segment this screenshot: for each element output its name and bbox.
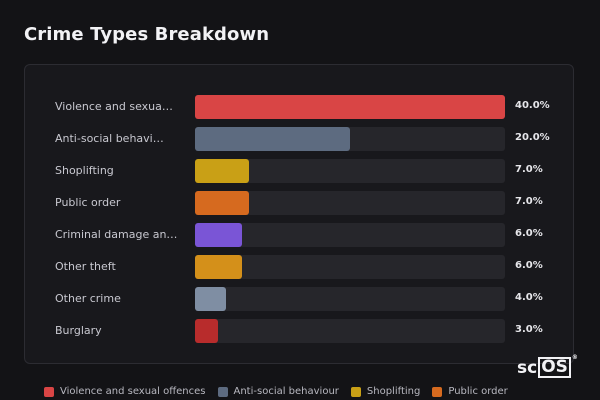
bar-row: Public order 7.0%	[25, 191, 575, 217]
chart-panel: Violence and sexua… 40.0% Anti-social beha…	[24, 64, 574, 364]
bar-value-label: 20.0%	[515, 132, 550, 143]
scos-logo: sc OS ®	[517, 354, 578, 378]
legend-item[interactable]: Violence and sexual offences	[44, 386, 206, 397]
logo-prefix: sc	[517, 357, 538, 378]
bar-value-label: 6.0%	[515, 228, 543, 239]
legend-swatch	[350, 386, 361, 397]
bar[interactable]	[195, 159, 250, 183]
bar-track	[195, 191, 505, 215]
bar[interactable]	[195, 127, 350, 151]
bar-track	[195, 127, 505, 151]
bar-row: Criminal damage an… 6.0%	[25, 223, 575, 249]
bar-row: Anti-social behavi… 20.0%	[25, 127, 575, 153]
bar[interactable]	[195, 191, 250, 215]
bar-value-label: 4.0%	[515, 292, 543, 303]
legend-label: Shoplifting	[366, 386, 421, 397]
bar-track	[195, 287, 505, 311]
bar-row: Burglary 3.0%	[25, 319, 575, 345]
legend-label: Public order	[448, 386, 508, 397]
legend-item[interactable]: Shoplifting	[350, 386, 421, 397]
bar-row: Other crime 4.0%	[25, 287, 575, 313]
bar-track	[195, 95, 505, 119]
bar-value-label: 3.0%	[515, 324, 543, 335]
bar-track	[195, 159, 505, 183]
registered-mark: ®	[571, 354, 578, 361]
legend-item[interactable]: Anti-social behaviour	[217, 386, 339, 397]
bar-value-label: 6.0%	[515, 260, 543, 271]
logo-boxed-text: OS	[538, 357, 571, 378]
bar[interactable]	[195, 319, 219, 343]
bar-track	[195, 319, 505, 343]
bar-category-label: Criminal damage an…	[55, 228, 178, 241]
legend-swatch	[44, 386, 54, 397]
legend-item[interactable]: Public order	[432, 386, 508, 397]
bar-category-label: Burglary	[55, 324, 102, 337]
bar[interactable]	[195, 95, 505, 119]
bar-row: Shoplifting 7.0%	[25, 159, 575, 185]
bar-category-label: Other theft	[55, 260, 116, 273]
bar-row: Other theft 6.0%	[25, 255, 575, 281]
legend-swatch	[432, 386, 443, 397]
bar-category-label: Violence and sexua…	[55, 100, 173, 113]
bar-category-label: Shoplifting	[55, 164, 114, 177]
bar-value-label: 40.0%	[515, 100, 550, 111]
bar[interactable]	[195, 287, 226, 311]
legend-label: Violence and sexual offences	[60, 386, 206, 397]
bar-value-label: 7.0%	[515, 196, 543, 207]
chart-legend: Violence and sexual offences Anti-social …	[44, 386, 508, 397]
bar-track	[195, 223, 505, 247]
bar-value-label: 7.0%	[515, 164, 543, 175]
chart-title: Crime Types Breakdown	[24, 24, 270, 45]
bar-category-label: Other crime	[55, 292, 121, 305]
legend-label: Anti-social behaviour	[233, 386, 339, 397]
bar-category-label: Anti-social behavi…	[55, 132, 164, 145]
legend-swatch	[217, 386, 228, 397]
bar[interactable]	[195, 255, 242, 279]
bar[interactable]	[195, 223, 242, 247]
bar-track	[195, 255, 505, 279]
bar-category-label: Public order	[55, 196, 121, 209]
bar-row: Violence and sexua… 40.0%	[25, 95, 575, 121]
